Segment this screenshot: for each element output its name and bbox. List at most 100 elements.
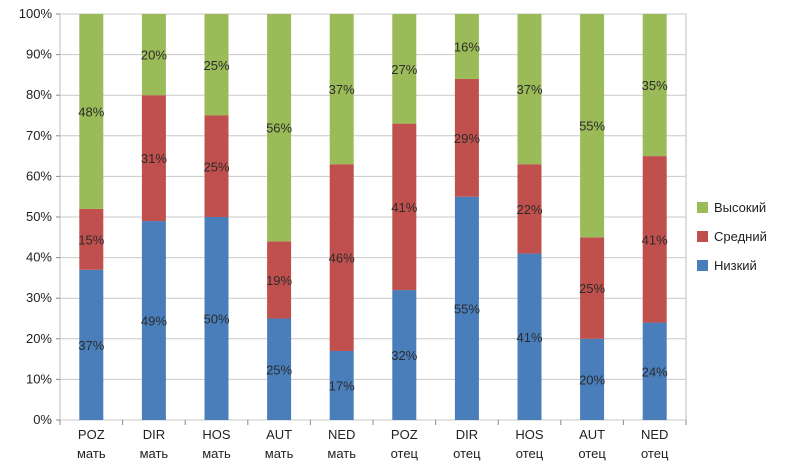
- data-label: 37%: [329, 82, 355, 97]
- bar-segment: [204, 217, 229, 420]
- data-label: 49%: [141, 314, 167, 329]
- y-tick-label: 90%: [26, 47, 52, 62]
- bar-segment: [580, 338, 605, 420]
- y-tick-label: 60%: [26, 168, 52, 183]
- x-tick-label: мать: [202, 446, 231, 461]
- x-tick-label: DIR: [143, 427, 165, 442]
- bars: 37% 15% 48% 49% 31% 20% 50% 25% 25% 25% 19% 56% 17% 4…: [78, 14, 668, 420]
- bar-segment: [454, 14, 479, 79]
- data-label: 27%: [391, 62, 417, 77]
- x-tick-label: POZ: [78, 427, 105, 442]
- bar-segment: [79, 208, 104, 270]
- bar-segment: [392, 290, 417, 420]
- data-label: 56%: [266, 121, 292, 136]
- bar-segment: [267, 241, 292, 319]
- data-label: 55%: [579, 119, 605, 134]
- x-axis: POZ мать DIR мать HOS мать AUT мать NED мать POZ от…: [59, 420, 687, 461]
- y-tick-label: 10%: [26, 371, 52, 386]
- bar-segment: [642, 14, 667, 157]
- bar-segment: [517, 14, 542, 165]
- bar-segment: [642, 156, 667, 323]
- y-tick-label: 40%: [26, 250, 52, 265]
- y-tick-label: 0%: [33, 412, 52, 427]
- data-label: 41%: [391, 200, 417, 215]
- x-tick-label: NED: [641, 427, 668, 442]
- data-label: 25%: [266, 362, 292, 377]
- data-label: 25%: [203, 58, 229, 73]
- y-tick-label: 100%: [19, 6, 53, 21]
- x-tick-label: отец: [641, 446, 669, 461]
- legend: Высокий Средний Низкий: [697, 200, 767, 273]
- y-tick-label: 30%: [26, 290, 52, 305]
- bar-segment: [141, 95, 166, 222]
- bar-segment: [141, 221, 166, 420]
- data-label: 25%: [579, 281, 605, 296]
- data-label: 17%: [329, 378, 355, 393]
- data-label: 19%: [266, 273, 292, 288]
- bar-segment: [517, 164, 542, 254]
- y-tick-label: 50%: [26, 209, 52, 224]
- bar-segment: [580, 14, 605, 238]
- bar-segment: [329, 14, 354, 165]
- x-tick-label: POZ: [391, 427, 418, 442]
- data-label: 35%: [642, 78, 668, 93]
- bar-segment: [329, 350, 354, 420]
- x-tick-label: мать: [327, 446, 356, 461]
- legend-swatch: [697, 260, 708, 271]
- bar-segment: [267, 318, 292, 420]
- bar-segment: [454, 196, 479, 420]
- data-label: 16%: [454, 39, 480, 54]
- legend-label: Высокий: [714, 200, 766, 215]
- data-label: 32%: [391, 348, 417, 363]
- data-label: 41%: [642, 232, 668, 247]
- data-label: 15%: [78, 232, 104, 247]
- bar-segment: [79, 14, 104, 209]
- data-label: 20%: [579, 372, 605, 387]
- x-tick-label: AUT: [579, 427, 605, 442]
- y-tick-label: 70%: [26, 128, 52, 143]
- bar-segment: [454, 78, 479, 197]
- data-label: 46%: [329, 251, 355, 266]
- x-tick-label: AUT: [266, 427, 292, 442]
- data-label: 22%: [516, 202, 542, 217]
- bar-segment: [204, 115, 229, 217]
- y-tick-label: 20%: [26, 331, 52, 346]
- x-tick-label: мать: [77, 446, 106, 461]
- data-label: 29%: [454, 131, 480, 146]
- bar-segment: [204, 14, 229, 116]
- legend-swatch: [697, 202, 708, 213]
- bar-segment: [329, 164, 354, 351]
- x-tick-label: отец: [516, 446, 544, 461]
- x-tick-label: отец: [391, 446, 419, 461]
- legend-label: Низкий: [714, 258, 757, 273]
- bar-segment: [517, 253, 542, 420]
- data-label: 25%: [203, 159, 229, 174]
- x-tick-label: мать: [265, 446, 294, 461]
- x-tick-label: мать: [140, 446, 169, 461]
- legend-swatch: [697, 231, 708, 242]
- y-axis: 0% 10% 20% 30% 40% 50% 60% 70% 80% 90% 100%: [19, 6, 60, 427]
- bar-segment: [392, 123, 417, 291]
- data-label: 41%: [516, 330, 542, 345]
- x-tick-label: отец: [453, 446, 481, 461]
- data-label: 20%: [141, 48, 167, 63]
- x-tick-label: NED: [328, 427, 355, 442]
- data-label: 55%: [454, 301, 480, 316]
- bar-segment: [580, 237, 605, 339]
- bar-segment: [392, 14, 417, 124]
- x-tick-label: HOS: [515, 427, 544, 442]
- data-label: 24%: [642, 364, 668, 379]
- data-label: 48%: [78, 104, 104, 119]
- data-label: 37%: [78, 338, 104, 353]
- x-tick-label: HOS: [202, 427, 231, 442]
- bar-segment: [267, 14, 292, 242]
- y-tick-label: 80%: [26, 87, 52, 102]
- x-tick-label: отец: [578, 446, 606, 461]
- data-label: 50%: [203, 312, 229, 327]
- bar-segment: [141, 14, 166, 96]
- x-tick-label: DIR: [456, 427, 478, 442]
- data-label: 37%: [516, 82, 542, 97]
- bar-segment: [79, 269, 104, 420]
- data-label: 31%: [141, 151, 167, 166]
